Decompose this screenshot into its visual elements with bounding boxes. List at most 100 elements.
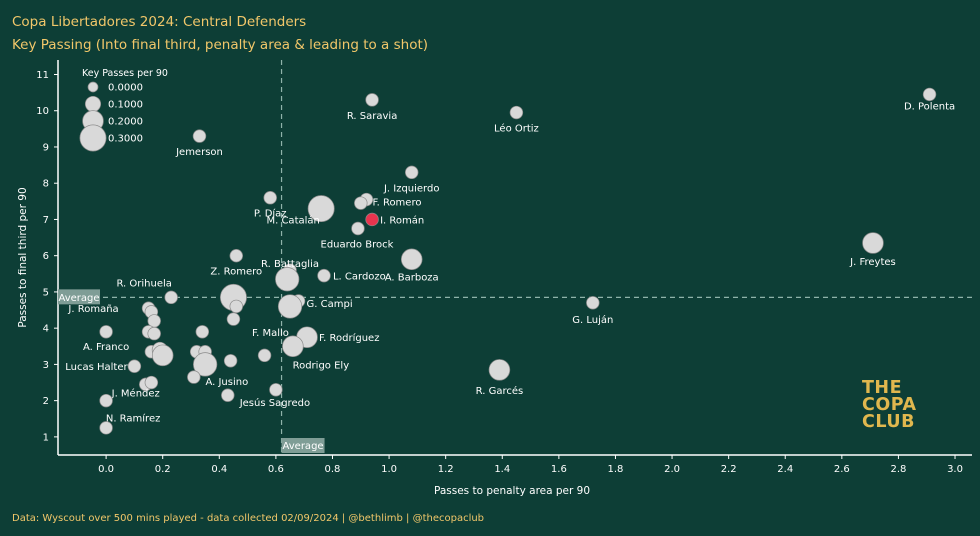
size-legend-label: 0.1000: [108, 100, 143, 111]
y-tick-label: 8: [43, 179, 49, 190]
point-label: Jesús Sagredo: [239, 397, 310, 409]
y-tick-label: 2: [43, 396, 49, 407]
size-legend-marker: [84, 95, 102, 113]
data-point: [127, 359, 142, 373]
point-label: Z. Romero: [210, 267, 262, 278]
data-point: [99, 393, 113, 408]
y-average-label-bg: [58, 289, 100, 305]
data-point: [151, 344, 174, 367]
data-point: [922, 87, 937, 102]
point-label: J. Freytes: [849, 257, 896, 268]
footer-credits: Data: Wyscout over 500 mins played - dat…: [12, 513, 485, 524]
point-label: R. Orihuela: [116, 278, 171, 289]
point-label: Lucas Halter: [65, 362, 128, 373]
x-tick-label: 3.0: [947, 464, 963, 475]
data-point: [187, 370, 201, 384]
point-label: Jemerson: [175, 147, 223, 158]
x-tick-label: 1.0: [381, 464, 397, 475]
point-label: R. Garcés: [476, 385, 524, 397]
data-point: [164, 290, 178, 305]
x-tick-label: 1.8: [608, 464, 624, 475]
point-label: Rodrigo Ely: [293, 360, 350, 371]
point-label: G. Campi: [307, 299, 353, 310]
data-point: [400, 248, 423, 271]
data-point: [223, 354, 238, 368]
point-label: I. Román: [380, 214, 424, 226]
data-point: [405, 165, 419, 180]
data-point: [509, 105, 524, 120]
y-axis-title: Passes to final third per 90: [17, 187, 29, 327]
x-tick-label: 2.2: [721, 464, 737, 475]
point-label: A. Franco: [83, 342, 129, 353]
point-label: F. Mallo: [252, 328, 289, 339]
data-point: [229, 299, 243, 314]
x-tick-label: 2.6: [834, 464, 850, 475]
x-tick-label: 2.0: [664, 464, 680, 475]
size-legend-title: Key Passes per 90: [82, 68, 168, 79]
point-label: N. Ramírez: [106, 413, 161, 425]
x-tick-label: 0.4: [211, 464, 227, 475]
point-label: J. Izquierdo: [383, 183, 440, 194]
data-point: [488, 359, 511, 381]
point-label: D. Polenta: [904, 101, 955, 112]
data-point: [586, 296, 600, 310]
point-label: A. Barboza: [385, 272, 439, 283]
point-label: R. Saravia: [347, 111, 398, 122]
point-label: J. Romaña: [67, 304, 118, 315]
data-point: [195, 325, 210, 339]
y-tick-label: 6: [43, 251, 49, 262]
point-label: M. Catalán: [266, 215, 319, 227]
data-point: [257, 348, 272, 363]
point-label: A. Jusino: [205, 377, 248, 388]
data-point: [307, 195, 335, 223]
y-average-label: Average: [58, 293, 99, 304]
data-point: [351, 221, 365, 236]
point-label: L. Cardozo: [333, 272, 386, 283]
data-point: [193, 352, 218, 377]
point-label: Eduardo Brock: [321, 240, 394, 251]
data-point: [147, 326, 161, 341]
data-point: [365, 93, 379, 107]
data-point: [862, 232, 884, 254]
point-label: R. Battaglia: [261, 259, 319, 270]
point-label: Léo Ortiz: [494, 123, 539, 135]
size-legend-marker: [79, 124, 107, 152]
x-average-label: Average: [283, 441, 324, 452]
size-legend-marker: [87, 81, 99, 93]
chart-subtitle: Key Passing (Into final third, penalty a…: [12, 37, 429, 53]
x-tick-label: 1.6: [551, 464, 567, 475]
y-tick-label: 7: [43, 215, 49, 226]
data-point: [269, 383, 283, 397]
size-legend-label: 0.0000: [108, 83, 143, 94]
point-label: F. Rodríguez: [319, 332, 379, 344]
data-point: [144, 375, 159, 390]
x-average-label-bg: [281, 438, 325, 453]
point-label: P. Díaz: [254, 208, 287, 220]
y-tick-label: 1: [43, 432, 49, 443]
x-tick-label: 0.2: [155, 464, 171, 475]
data-point: [221, 388, 235, 402]
copa-club-logo: THE COPA CLUB: [862, 378, 917, 432]
data-point: [282, 335, 304, 358]
point-label: J. Méndez: [111, 387, 160, 399]
data-point: [263, 191, 277, 205]
y-tick-label: 9: [43, 142, 49, 153]
x-tick-label: 2.4: [777, 464, 793, 475]
point-label: F. Romero: [372, 198, 421, 209]
x-tick-label: 0.6: [268, 464, 284, 475]
y-tick-label: 4: [43, 324, 49, 335]
data-point: [192, 129, 207, 143]
data-point: [354, 196, 368, 210]
x-axis-title: Passes to penalty area per 90: [434, 485, 590, 497]
size-legend-label: 0.2000: [108, 117, 143, 128]
y-tick-label: 11: [36, 70, 49, 81]
data-point: [99, 325, 113, 339]
data-point: [365, 212, 379, 227]
data-point: [317, 268, 331, 283]
size-legend-label: 0.3000: [108, 134, 143, 145]
x-tick-label: 1.2: [438, 464, 454, 475]
x-tick-label: 0.8: [325, 464, 341, 475]
y-tick-label: 10: [36, 106, 49, 117]
data-point: [226, 312, 241, 326]
